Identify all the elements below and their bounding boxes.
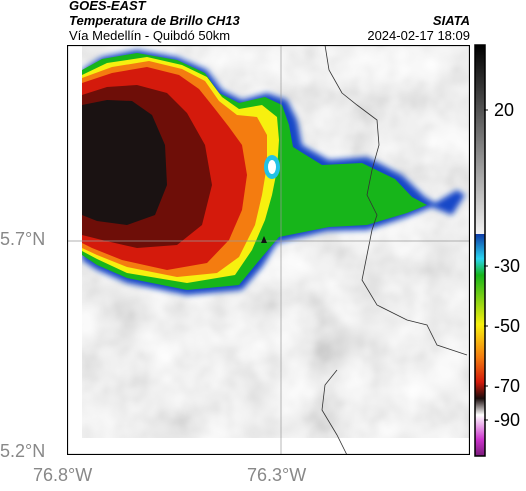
lon-label-76.3: 76.3°W [247, 465, 307, 485]
datetime-label: 2024-02-17 18:09 [367, 28, 470, 43]
satellite-title: GOES-EAST [69, 0, 146, 13]
colorbar-tick-minus30: -30 [494, 256, 521, 276]
grid-lines [67, 45, 470, 455]
region-subtitle: Vía Medellín - Quibdó 50km [69, 28, 231, 43]
colorbar-tick-minus70: -70 [494, 376, 521, 396]
colorbar [474, 44, 488, 457]
colorbar-tick-20: 20 [494, 100, 515, 120]
boundary-lines [321, 44, 468, 456]
city-marker-icon [261, 236, 267, 243]
lon-label-76.8: 76.8°W [33, 465, 93, 485]
map-panel [66, 44, 471, 456]
lat-label-5.7: 5.7°N [0, 229, 46, 249]
map-frame [66, 44, 471, 456]
colorbar-tick-minus50: -50 [494, 316, 521, 336]
product-title: Temperatura de Brillo CH13 [69, 13, 240, 28]
brightness-temperature-map [66, 44, 471, 456]
colorbar-ticks [484, 109, 488, 421]
convective-cloud [82, 50, 465, 295]
org-label: SIATA [432, 13, 470, 28]
lat-label-5.2: 5.2°N [0, 441, 46, 461]
colorbar-tick-minus90: -90 [494, 410, 521, 430]
